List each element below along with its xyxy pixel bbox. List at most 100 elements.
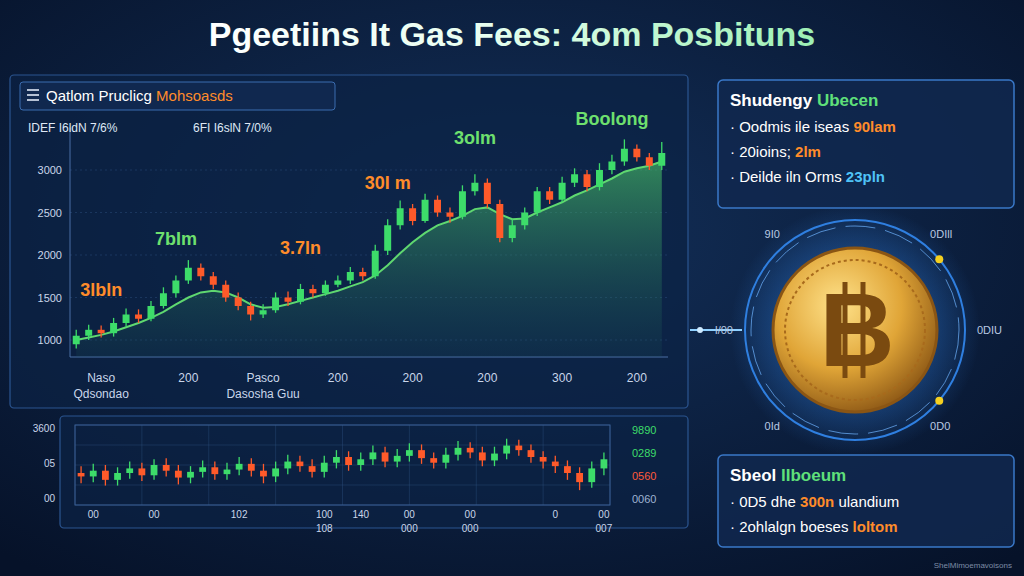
area-fill: [76, 162, 662, 358]
candle-body: [285, 298, 292, 302]
label-line: Pasco: [246, 371, 280, 385]
grid-line: [543, 425, 544, 505]
candle-body: [309, 466, 316, 472]
candle-body: [102, 471, 109, 480]
label-line: 00: [598, 509, 610, 520]
candle-body: [185, 268, 192, 281]
label-line: Qdsondao: [73, 387, 129, 401]
x-tick-label: 00: [148, 509, 160, 520]
grid-line: [141, 425, 142, 505]
candle-body: [471, 183, 478, 192]
candle-body: [633, 149, 640, 158]
info-panel: [718, 455, 1014, 547]
lower-panel: [60, 416, 688, 528]
y-tick-label: 1500: [38, 292, 62, 304]
candle-body: [521, 213, 528, 226]
side-label: 9890: [632, 424, 656, 436]
x-tick-label: 140: [352, 509, 369, 520]
page-title: Pgeetiins It Gas Fees: 4om Posbituns: [209, 15, 816, 53]
candle-body: [347, 272, 354, 281]
footer: ShelMimoemavoisons: [934, 561, 1012, 570]
candle-body: [552, 462, 559, 467]
candle-body: [621, 149, 628, 162]
panel-item: · Deilde iln Orms 23pln: [730, 168, 885, 185]
candle-body: [540, 457, 547, 462]
candle-body: [394, 456, 401, 462]
item-text: · Deilde iln Orms: [730, 168, 846, 185]
candle-body: [222, 285, 229, 298]
grid-line: [275, 425, 276, 505]
chart-title: Qatlom Pruclicg Mohsoasds: [46, 87, 233, 104]
y-tick-label: 1000: [38, 334, 62, 346]
ring-dot: [935, 397, 943, 405]
candle-body: [345, 457, 352, 465]
annotation: 30I m: [365, 173, 411, 193]
candle-body: [187, 472, 194, 478]
y-tick-label: 2000: [38, 249, 62, 261]
panel-item: · Oodmis ile iseas 90lam: [730, 118, 896, 135]
candle-body: [357, 459, 364, 465]
candle-body: [422, 200, 429, 221]
candle-body: [126, 468, 133, 473]
candle-body: [546, 191, 553, 200]
panel-item: · 0D5 dhe 300n ulandium: [730, 493, 899, 510]
ring-label: 9I0: [765, 228, 780, 240]
stat-text: IDEF I6ldN 7/6%: [28, 121, 118, 135]
annotation: Boolong: [575, 109, 648, 129]
background: [0, 0, 1024, 576]
title-part: Shudengy: [730, 91, 817, 110]
candle-body: [78, 473, 85, 476]
label-line: Naso: [87, 371, 115, 385]
candle-body: [260, 471, 267, 477]
main-panel: [10, 75, 688, 408]
item-value: 2lm: [795, 143, 821, 160]
item-value: 90lam: [853, 118, 896, 135]
candle-body: [334, 281, 341, 285]
side-label: 0060: [632, 493, 656, 505]
menu-icon: [27, 99, 39, 101]
candle-body: [138, 468, 145, 475]
annotation: 7bIm: [155, 229, 197, 249]
label-line: 140: [352, 509, 369, 520]
candle-body: [484, 183, 491, 204]
item-text: · Oodmis ile iseas: [730, 118, 853, 135]
trend-line: [76, 162, 662, 341]
label-line: 200: [627, 371, 647, 385]
candle-body: [272, 298, 279, 311]
x-tick-label: 00000: [401, 509, 418, 534]
candle-body: [359, 272, 366, 276]
label-line: 200: [178, 371, 198, 385]
candle-body: [418, 450, 425, 458]
candle-body: [559, 183, 566, 200]
candle-body: [459, 191, 466, 217]
panel-title: Sbeol lIboeum: [730, 466, 846, 485]
title-part: lIboeum: [781, 466, 846, 485]
candle-body: [515, 446, 522, 451]
candle-body: [123, 315, 130, 324]
stat-text: 6FI I6slN 7/0%: [193, 121, 272, 135]
coin-rim: [785, 260, 925, 400]
x-tick-label: PascoDasosha Guu: [226, 371, 299, 401]
label-line: 108: [316, 523, 333, 534]
item-value: loltom: [853, 518, 898, 535]
candle-body: [309, 289, 316, 293]
plot-marks: [78, 439, 608, 490]
candle-body: [160, 293, 167, 306]
plot-marks: [73, 139, 666, 357]
candle-body: [608, 162, 615, 171]
candle-body: [297, 289, 304, 302]
candle-body: [135, 315, 142, 319]
candle-body: [382, 452, 389, 461]
label-line: 200: [477, 371, 497, 385]
title-part: Qatlom Pruclicg: [46, 87, 156, 104]
candle-body: [147, 306, 154, 319]
ring-label: I/00: [715, 324, 733, 336]
item-value: 23pln: [846, 168, 885, 185]
candle-body: [98, 330, 105, 333]
coin-ring: [745, 220, 965, 440]
x-tick-label: 200: [328, 371, 348, 385]
label-line: 000: [401, 523, 418, 534]
label-line: 102: [231, 509, 248, 520]
candle-body: [406, 450, 413, 456]
x-tick-label: 00: [88, 509, 100, 520]
